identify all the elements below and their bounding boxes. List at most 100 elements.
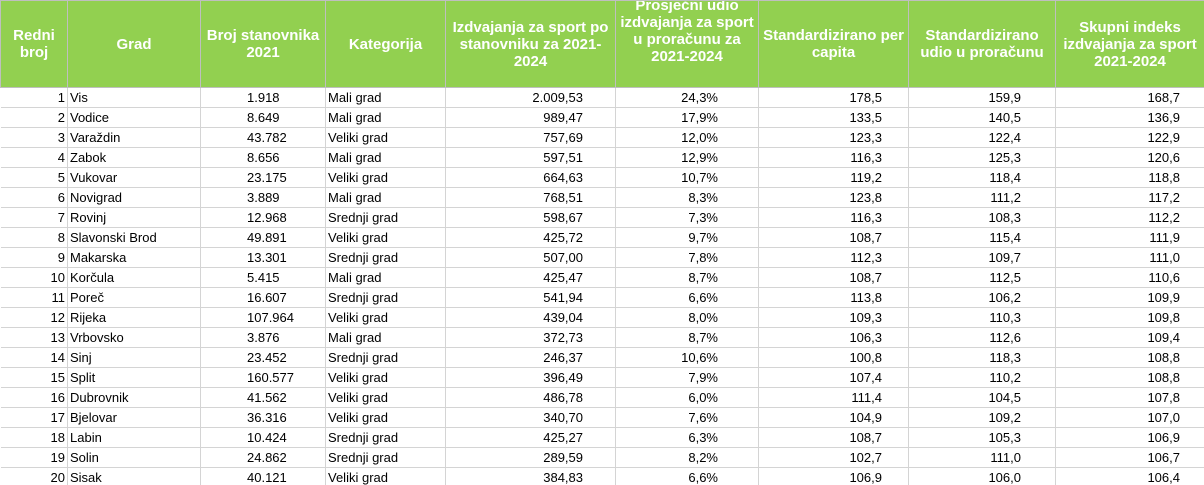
index-cell[interactable]: 109,4 bbox=[1055, 327, 1204, 348]
index-cell[interactable]: 108,8 bbox=[1055, 347, 1204, 368]
rank-cell[interactable]: 7 bbox=[0, 207, 68, 228]
per-capita-cell[interactable]: 507,00 bbox=[445, 247, 616, 268]
city-cell[interactable]: Solin bbox=[67, 447, 201, 468]
category-cell[interactable]: Veliki grad bbox=[325, 167, 446, 188]
std-per-capita-cell[interactable]: 104,9 bbox=[758, 407, 909, 428]
budget-share-cell[interactable]: 10,6% bbox=[615, 347, 759, 368]
city-cell[interactable]: Slavonski Brod bbox=[67, 227, 201, 248]
per-capita-cell[interactable]: 768,51 bbox=[445, 187, 616, 208]
rank-cell[interactable]: 16 bbox=[0, 387, 68, 408]
index-cell[interactable]: 106,4 bbox=[1055, 467, 1204, 485]
per-capita-cell[interactable]: 340,70 bbox=[445, 407, 616, 428]
std-per-capita-cell[interactable]: 112,3 bbox=[758, 247, 909, 268]
std-share-cell[interactable]: 109,7 bbox=[908, 247, 1056, 268]
index-cell[interactable]: 109,8 bbox=[1055, 307, 1204, 328]
std-share-cell[interactable]: 105,3 bbox=[908, 427, 1056, 448]
std-per-capita-cell[interactable]: 106,9 bbox=[758, 467, 909, 485]
index-cell[interactable]: 136,9 bbox=[1055, 107, 1204, 128]
population-cell[interactable]: 107.964 bbox=[200, 307, 326, 328]
per-capita-cell[interactable]: 384,83 bbox=[445, 467, 616, 485]
category-cell[interactable]: Veliki grad bbox=[325, 307, 446, 328]
population-cell[interactable]: 36.316 bbox=[200, 407, 326, 428]
category-cell[interactable]: Veliki grad bbox=[325, 227, 446, 248]
std-per-capita-cell[interactable]: 119,2 bbox=[758, 167, 909, 188]
rank-cell[interactable]: 10 bbox=[0, 267, 68, 288]
city-cell[interactable]: Vodice bbox=[67, 107, 201, 128]
budget-share-cell[interactable]: 8,7% bbox=[615, 267, 759, 288]
header-per-capita[interactable]: Izdvajanja za sport po stanovniku za 202… bbox=[445, 0, 616, 88]
category-cell[interactable]: Mali grad bbox=[325, 267, 446, 288]
per-capita-cell[interactable]: 372,73 bbox=[445, 327, 616, 348]
budget-share-cell[interactable]: 6,6% bbox=[615, 287, 759, 308]
rank-cell[interactable]: 19 bbox=[0, 447, 68, 468]
std-per-capita-cell[interactable]: 100,8 bbox=[758, 347, 909, 368]
std-per-capita-cell[interactable]: 123,8 bbox=[758, 187, 909, 208]
budget-share-cell[interactable]: 12,0% bbox=[615, 127, 759, 148]
std-share-cell[interactable]: 140,5 bbox=[908, 107, 1056, 128]
city-cell[interactable]: Rovinj bbox=[67, 207, 201, 228]
std-share-cell[interactable]: 106,0 bbox=[908, 467, 1056, 485]
header-category[interactable]: Kategorija bbox=[325, 0, 446, 88]
index-cell[interactable]: 107,0 bbox=[1055, 407, 1204, 428]
population-cell[interactable]: 1.918 bbox=[200, 87, 326, 108]
category-cell[interactable]: Srednji grad bbox=[325, 247, 446, 268]
per-capita-cell[interactable]: 289,59 bbox=[445, 447, 616, 468]
rank-cell[interactable]: 14 bbox=[0, 347, 68, 368]
std-per-capita-cell[interactable]: 116,3 bbox=[758, 207, 909, 228]
population-cell[interactable]: 40.121 bbox=[200, 467, 326, 485]
std-per-capita-cell[interactable]: 108,7 bbox=[758, 267, 909, 288]
rank-cell[interactable]: 4 bbox=[0, 147, 68, 168]
rank-cell[interactable]: 6 bbox=[0, 187, 68, 208]
category-cell[interactable]: Srednji grad bbox=[325, 427, 446, 448]
std-share-cell[interactable]: 112,5 bbox=[908, 267, 1056, 288]
city-cell[interactable]: Dubrovnik bbox=[67, 387, 201, 408]
category-cell[interactable]: Mali grad bbox=[325, 187, 446, 208]
index-cell[interactable]: 108,8 bbox=[1055, 367, 1204, 388]
budget-share-cell[interactable]: 24,3% bbox=[615, 87, 759, 108]
per-capita-cell[interactable]: 757,69 bbox=[445, 127, 616, 148]
rank-cell[interactable]: 13 bbox=[0, 327, 68, 348]
std-per-capita-cell[interactable]: 109,3 bbox=[758, 307, 909, 328]
rank-cell[interactable]: 15 bbox=[0, 367, 68, 388]
std-share-cell[interactable]: 159,9 bbox=[908, 87, 1056, 108]
rank-cell[interactable]: 11 bbox=[0, 287, 68, 308]
std-share-cell[interactable]: 125,3 bbox=[908, 147, 1056, 168]
std-per-capita-cell[interactable]: 108,7 bbox=[758, 427, 909, 448]
index-cell[interactable]: 112,2 bbox=[1055, 207, 1204, 228]
budget-share-cell[interactable]: 7,6% bbox=[615, 407, 759, 428]
population-cell[interactable]: 5.415 bbox=[200, 267, 326, 288]
population-cell[interactable]: 8.656 bbox=[200, 147, 326, 168]
population-cell[interactable]: 24.862 bbox=[200, 447, 326, 468]
rank-cell[interactable]: 18 bbox=[0, 427, 68, 448]
std-share-cell[interactable]: 122,4 bbox=[908, 127, 1056, 148]
city-cell[interactable]: Novigrad bbox=[67, 187, 201, 208]
index-cell[interactable]: 106,9 bbox=[1055, 427, 1204, 448]
city-cell[interactable]: Poreč bbox=[67, 287, 201, 308]
std-share-cell[interactable]: 111,0 bbox=[908, 447, 1056, 468]
header-budget-share[interactable]: Prosječni udio izdvajanja za sport u pro… bbox=[615, 0, 759, 88]
std-per-capita-cell[interactable]: 108,7 bbox=[758, 227, 909, 248]
budget-share-cell[interactable]: 6,0% bbox=[615, 387, 759, 408]
header-rank[interactable]: Redni broj bbox=[0, 0, 68, 88]
index-cell[interactable]: 109,9 bbox=[1055, 287, 1204, 308]
header-population[interactable]: Broj stanovnika 2021 bbox=[200, 0, 326, 88]
header-city[interactable]: Grad bbox=[67, 0, 201, 88]
population-cell[interactable]: 12.968 bbox=[200, 207, 326, 228]
budget-share-cell[interactable]: 10,7% bbox=[615, 167, 759, 188]
budget-share-cell[interactable]: 17,9% bbox=[615, 107, 759, 128]
header-std-share[interactable]: Standardizirano udio u proračunu bbox=[908, 0, 1056, 88]
per-capita-cell[interactable]: 246,37 bbox=[445, 347, 616, 368]
std-per-capita-cell[interactable]: 111,4 bbox=[758, 387, 909, 408]
per-capita-cell[interactable]: 439,04 bbox=[445, 307, 616, 328]
population-cell[interactable]: 13.301 bbox=[200, 247, 326, 268]
per-capita-cell[interactable]: 598,67 bbox=[445, 207, 616, 228]
std-per-capita-cell[interactable]: 133,5 bbox=[758, 107, 909, 128]
budget-share-cell[interactable]: 12,9% bbox=[615, 147, 759, 168]
city-cell[interactable]: Rijeka bbox=[67, 307, 201, 328]
std-per-capita-cell[interactable]: 116,3 bbox=[758, 147, 909, 168]
category-cell[interactable]: Veliki grad bbox=[325, 127, 446, 148]
per-capita-cell[interactable]: 597,51 bbox=[445, 147, 616, 168]
std-share-cell[interactable]: 112,6 bbox=[908, 327, 1056, 348]
rank-cell[interactable]: 20 bbox=[0, 467, 68, 485]
index-cell[interactable]: 168,7 bbox=[1055, 87, 1204, 108]
